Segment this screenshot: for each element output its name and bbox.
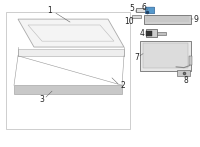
Text: 2: 2 (120, 81, 125, 91)
Bar (157, 32, 166, 35)
Polygon shape (140, 41, 191, 71)
Text: 9: 9 (193, 15, 198, 24)
Bar (146, 29, 157, 37)
Text: 10: 10 (124, 17, 133, 26)
Text: 5: 5 (130, 4, 134, 13)
Bar (6, 12, 130, 129)
Polygon shape (18, 19, 124, 47)
Bar (136, 8, 147, 12)
Bar (189, 56, 192, 65)
Bar (146, 31, 152, 36)
Text: 4: 4 (140, 29, 144, 38)
Bar (132, 15, 141, 18)
Text: 7: 7 (135, 53, 139, 62)
Text: 8: 8 (184, 76, 188, 85)
Text: 1: 1 (48, 6, 52, 15)
Polygon shape (14, 85, 122, 94)
Text: 6: 6 (141, 3, 146, 12)
Polygon shape (18, 49, 124, 56)
Text: 3: 3 (40, 95, 44, 104)
Bar (143, 43, 188, 68)
FancyBboxPatch shape (145, 7, 155, 14)
Bar (177, 70, 190, 76)
Polygon shape (144, 15, 191, 24)
